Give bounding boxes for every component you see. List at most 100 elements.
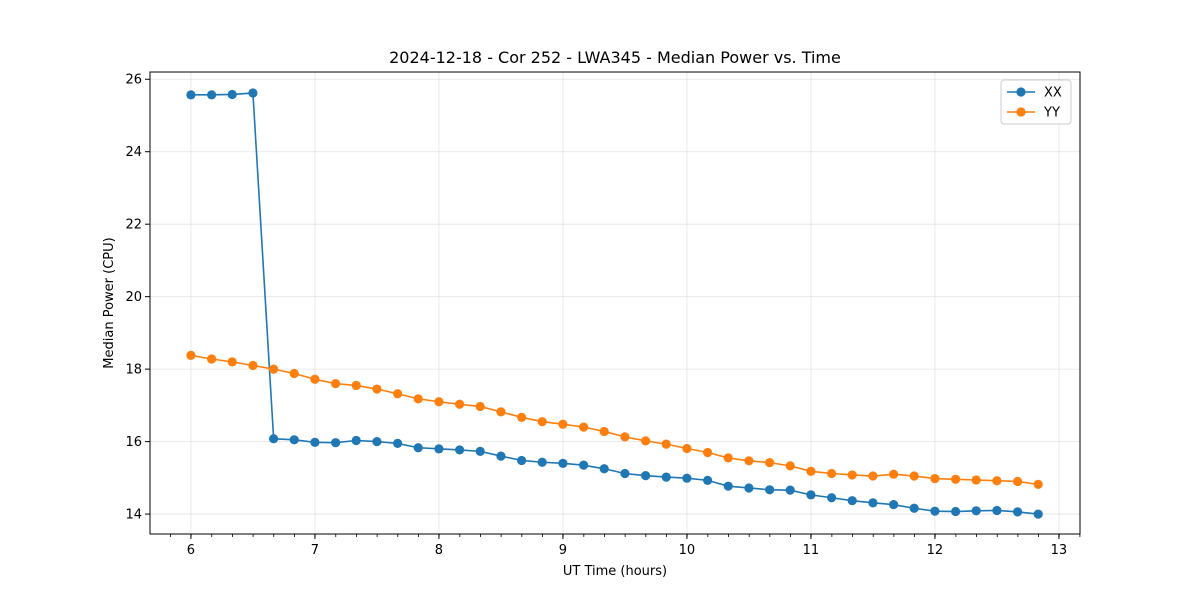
data-point-yy [930, 473, 940, 484]
data-point-yy [475, 401, 485, 412]
series-layer [186, 88, 1043, 519]
data-point-xx [517, 455, 527, 466]
data-point-yy [351, 380, 361, 391]
legend-label-xx: XX [1044, 86, 1062, 101]
data-point-yy [331, 379, 341, 389]
data-point-yy [827, 468, 837, 479]
legend-marker-xx [1016, 87, 1026, 97]
data-point-yy [413, 394, 423, 404]
data-point-yy [992, 476, 1002, 486]
data-point-xx [1033, 509, 1043, 519]
data-point-xx [475, 446, 485, 456]
data-point-yy [579, 422, 589, 432]
data-point-yy [599, 426, 609, 437]
data-point-xx [682, 473, 692, 483]
data-point-yy [847, 470, 857, 480]
x-tick-label: 11 [803, 543, 820, 558]
x-tick-label: 10 [679, 543, 696, 558]
data-point-xx [620, 468, 630, 479]
data-point-yy [868, 471, 878, 481]
data-point-yy [393, 389, 403, 399]
data-point-yy [455, 399, 465, 409]
data-point-xx [455, 445, 465, 455]
x-tick-label: 8 [435, 543, 443, 558]
data-point-yy [558, 419, 568, 429]
data-point-yy [310, 374, 320, 384]
y-tick-label: 24 [125, 145, 142, 160]
data-point-yy [537, 417, 547, 427]
data-point-xx [703, 475, 713, 485]
data-point-xx [579, 460, 589, 470]
data-point-xx [723, 481, 733, 491]
data-point-xx [661, 472, 671, 482]
plot-frame [149, 71, 1081, 535]
data-point-xx [413, 443, 423, 453]
data-point-xx [847, 496, 857, 506]
y-tick-label: 20 [125, 290, 142, 305]
data-point-xx [372, 437, 382, 447]
data-point-xx [434, 444, 444, 454]
data-point-xx [909, 503, 919, 513]
data-point-xx [827, 493, 837, 503]
data-point-yy [661, 439, 671, 449]
data-point-yy [723, 453, 733, 463]
data-point-xx [971, 506, 981, 516]
data-point-yy [248, 360, 258, 371]
data-point-yy [909, 471, 919, 481]
data-point-yy [517, 412, 527, 422]
x-tick-label: 12 [927, 543, 944, 558]
data-point-xx [248, 88, 258, 98]
y-tick-label: 26 [125, 73, 142, 88]
data-point-yy [889, 469, 899, 479]
data-point-xx [930, 506, 940, 516]
legend: XX YY [1000, 79, 1072, 125]
data-point-xx [269, 434, 279, 444]
data-point-yy [620, 432, 630, 442]
y-axis-label: Median Power (CPU) [102, 237, 117, 368]
x-axis-label: UT Time (hours) [563, 564, 667, 579]
data-point-xx [889, 500, 899, 510]
data-point-xx [951, 506, 961, 517]
data-point-yy [785, 461, 795, 471]
data-point-yy [207, 354, 217, 364]
data-point-xx [496, 451, 506, 461]
data-point-yy [951, 474, 961, 484]
data-point-xx [785, 485, 795, 495]
data-point-yy [682, 443, 692, 454]
chart-title: 2024-12-18 - Cor 252 - LWA345 - Median P… [389, 48, 841, 67]
data-point-yy [806, 466, 816, 476]
x-tick-label: 6 [187, 543, 195, 558]
data-point-xx [186, 90, 196, 100]
data-point-xx [310, 437, 320, 447]
data-point-xx [765, 485, 775, 495]
x-tick-label: 7 [311, 543, 319, 558]
data-point-yy [703, 447, 713, 458]
data-point-xx [227, 89, 237, 100]
y-tick-label: 18 [125, 363, 142, 378]
legend-label-yy: YY [1043, 106, 1060, 121]
grid-layer [150, 72, 1080, 534]
data-point-xx [393, 438, 403, 449]
x-tick-label: 9 [559, 543, 567, 558]
data-point-yy [1033, 479, 1043, 489]
data-point-yy [186, 350, 196, 360]
data-point-xx [744, 483, 754, 493]
y-tick-label: 16 [125, 435, 142, 450]
data-point-xx [992, 505, 1002, 516]
data-point-xx [351, 435, 361, 446]
data-point-yy [1013, 476, 1023, 487]
data-point-yy [434, 397, 444, 407]
x-tick-label: 13 [1051, 543, 1068, 558]
data-point-yy [269, 364, 279, 374]
data-point-xx [289, 435, 299, 445]
data-point-yy [744, 456, 754, 466]
data-point-xx [207, 90, 217, 100]
data-point-xx [641, 471, 651, 481]
data-point-xx [558, 458, 568, 468]
data-point-yy [971, 475, 981, 485]
data-point-xx [537, 457, 547, 467]
data-point-yy [289, 368, 299, 379]
